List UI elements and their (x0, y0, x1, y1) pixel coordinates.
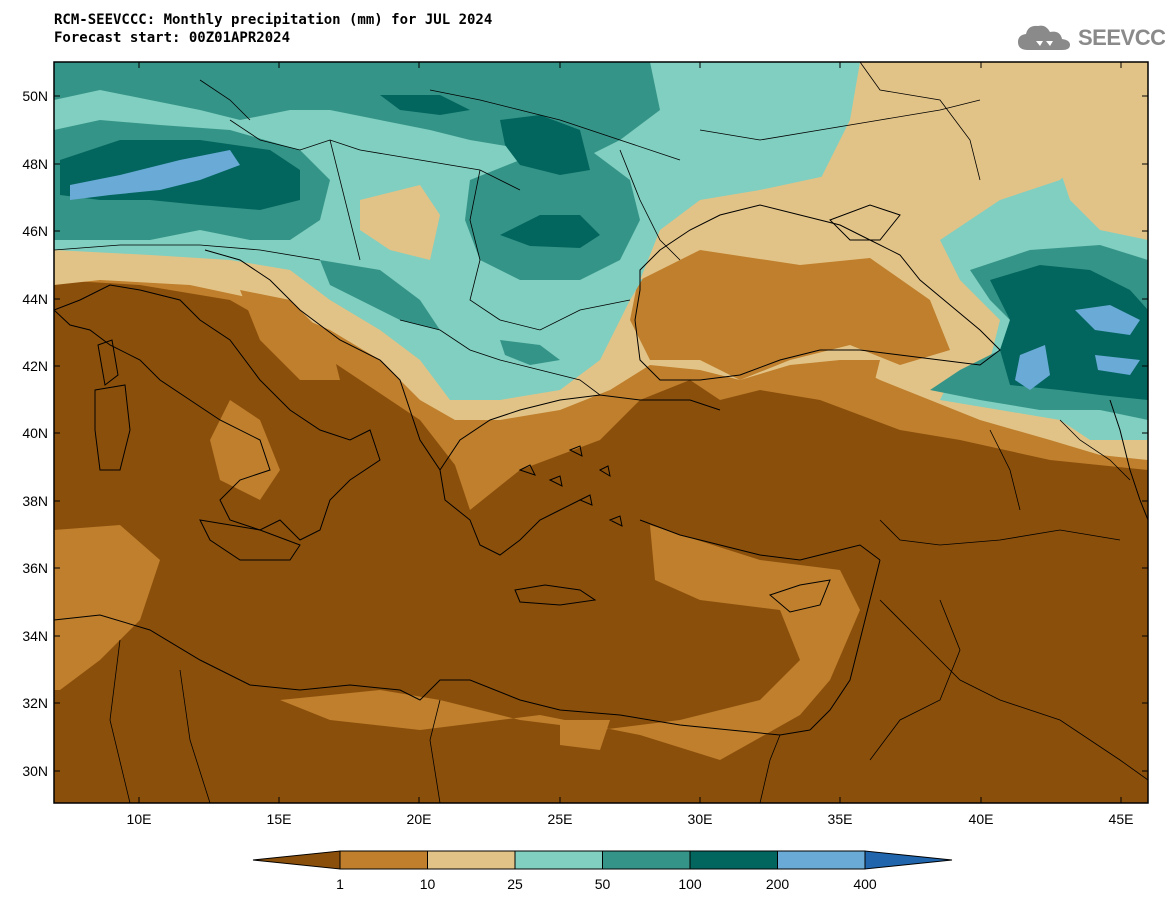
forecast-start-label: Forecast start: 00Z01APR2024 (54, 30, 291, 46)
colorbar: 1 10 25 50 100 200 400 (252, 850, 953, 892)
lon-label: 35E (828, 811, 853, 827)
lon-label: 25E (548, 811, 573, 827)
lon-label: 30E (688, 811, 713, 827)
lon-label: 15E (267, 811, 292, 827)
lon-label: 45E (1109, 811, 1134, 827)
lon-label: 10E (127, 811, 152, 827)
colorbar-label: 100 (678, 876, 702, 892)
map-title: RCM-SEEVCCC: Monthly precipitation (mm) … (54, 12, 493, 28)
lat-label: 44N (22, 291, 48, 307)
lat-label: 36N (22, 560, 48, 576)
colorbar-high-triangle (864, 850, 953, 870)
lat-label: 50N (22, 88, 48, 104)
colorbar-label: 10 (420, 876, 436, 892)
coastlines (54, 204, 1148, 736)
colorbar-segment (427, 850, 516, 870)
colorbar-low-triangle (252, 850, 341, 870)
lat-label: 42N (22, 358, 48, 374)
colorbar-segment (602, 850, 691, 870)
colorbar-segment (689, 850, 778, 870)
colorbar-label: 400 (853, 876, 877, 892)
colorbar-label: 50 (595, 876, 611, 892)
lat-label: 46N (22, 223, 48, 239)
colorbar-segment (514, 850, 603, 870)
longitude-axis: 10E 15E 20E 25E 30E 35E 40E 45E (127, 62, 1134, 827)
lat-label: 32N (22, 695, 48, 711)
lat-label: 40N (22, 425, 48, 441)
colorbar-segment (777, 850, 866, 870)
lon-label: 20E (407, 811, 432, 827)
lon-label: 40E (969, 811, 994, 827)
cloud-icon (1018, 25, 1070, 50)
country-borders (54, 62, 1148, 803)
lat-label: 48N (22, 156, 48, 172)
colorbar-segment (339, 850, 428, 870)
precipitation-field (54, 62, 1148, 803)
lat-label: 30N (22, 763, 48, 779)
latitude-axis: 50N 48N 46N 44N 42N 40N 38N 36N 34N 32N … (22, 88, 1148, 779)
seevccc-logo: SEEVCCC (1016, 20, 1165, 56)
colorbar-label: 25 (507, 876, 523, 892)
colorbar-label: 1 (336, 876, 344, 892)
logo-text: SEEVCCC (1078, 25, 1165, 50)
lat-label: 34N (22, 628, 48, 644)
colorbar-label: 200 (766, 876, 790, 892)
lat-label: 38N (22, 493, 48, 509)
